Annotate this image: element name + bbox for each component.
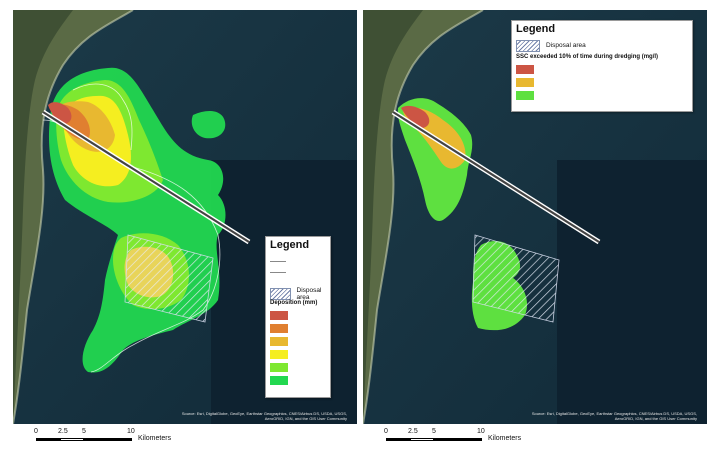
ssc-swatches: [516, 65, 540, 104]
legend-swatch-1: [516, 65, 534, 74]
coastline: [363, 10, 484, 424]
dredge-channel-center: [42, 111, 250, 243]
deposition-map[interactable]: Legend Disposal area Deposition (mm) Sou…: [13, 10, 357, 424]
scale-tick-0: 0: [384, 428, 388, 435]
legend-disposal-row: Disposal area: [516, 39, 586, 52]
disposal-label: Disposal area: [546, 42, 586, 49]
scale-bar-left: 0 2.5 5 10 Kilometers: [34, 428, 186, 448]
land-dark: [363, 10, 423, 424]
legend-disposal-row: Disposal area: [270, 286, 330, 301]
scale-tick-10: 10: [127, 428, 135, 435]
legend-swatch-2: [270, 324, 288, 333]
legend-swatch-6: [270, 376, 288, 385]
deep-water-tile: [557, 160, 707, 424]
disposal-area-hatch: [472, 234, 560, 323]
scale-unit: Kilometers: [488, 435, 522, 442]
scale-tick-10: 10: [477, 428, 485, 435]
legend-swatch-1: [270, 311, 288, 320]
legend-swatch-5: [270, 363, 288, 372]
disposal-hatch-swatch: [270, 287, 291, 300]
disposal-label: Disposal area: [296, 286, 322, 301]
disposal-hatch-swatch: [516, 39, 540, 52]
legend-swatch-2: [516, 78, 534, 87]
ssc-heading: SSC exceeded 10% of time during dredging…: [516, 54, 659, 60]
scale-tick-0: 0: [34, 428, 38, 435]
deposition-legend: Legend Disposal area Deposition (mm): [265, 236, 331, 398]
coastline: [13, 10, 134, 424]
map-attribution: Source: Esri, DigitalGlobe, GeoEye, Eart…: [181, 411, 347, 421]
deposition-swatches: [270, 311, 294, 389]
legend-swatch-4: [270, 350, 288, 359]
scale-tick-2-5: 2.5: [58, 428, 68, 435]
legend-swatch-3: [516, 91, 534, 100]
ssc-map[interactable]: Legend Disposal area SSC exceeded 10% of…: [363, 10, 707, 424]
land-dark: [13, 10, 73, 424]
scale-bar-right: 0 2.5 5 10 Kilometers: [384, 428, 536, 448]
legend-title: Legend: [516, 23, 556, 35]
deposition-heading: Deposition (mm): [270, 300, 318, 306]
map-attribution: Source: Esri, DigitalGlobe, GeoEye, Eart…: [531, 411, 697, 421]
disposal-area-hatch: [124, 234, 214, 323]
scale-tick-5: 5: [82, 428, 86, 435]
scale-tick-5: 5: [432, 428, 436, 435]
legend-line-channel: [270, 255, 292, 268]
legend-line-boundary: [270, 266, 292, 279]
scale-tick-2-5: 2.5: [408, 428, 418, 435]
deposition-map-canvas: [13, 10, 357, 424]
ssc-legend: Legend Disposal area SSC exceeded 10% of…: [511, 20, 693, 112]
legend-swatch-3: [270, 337, 288, 346]
legend-title: Legend: [270, 239, 310, 251]
dredge-channel-center: [392, 111, 600, 243]
scale-unit: Kilometers: [138, 435, 172, 442]
